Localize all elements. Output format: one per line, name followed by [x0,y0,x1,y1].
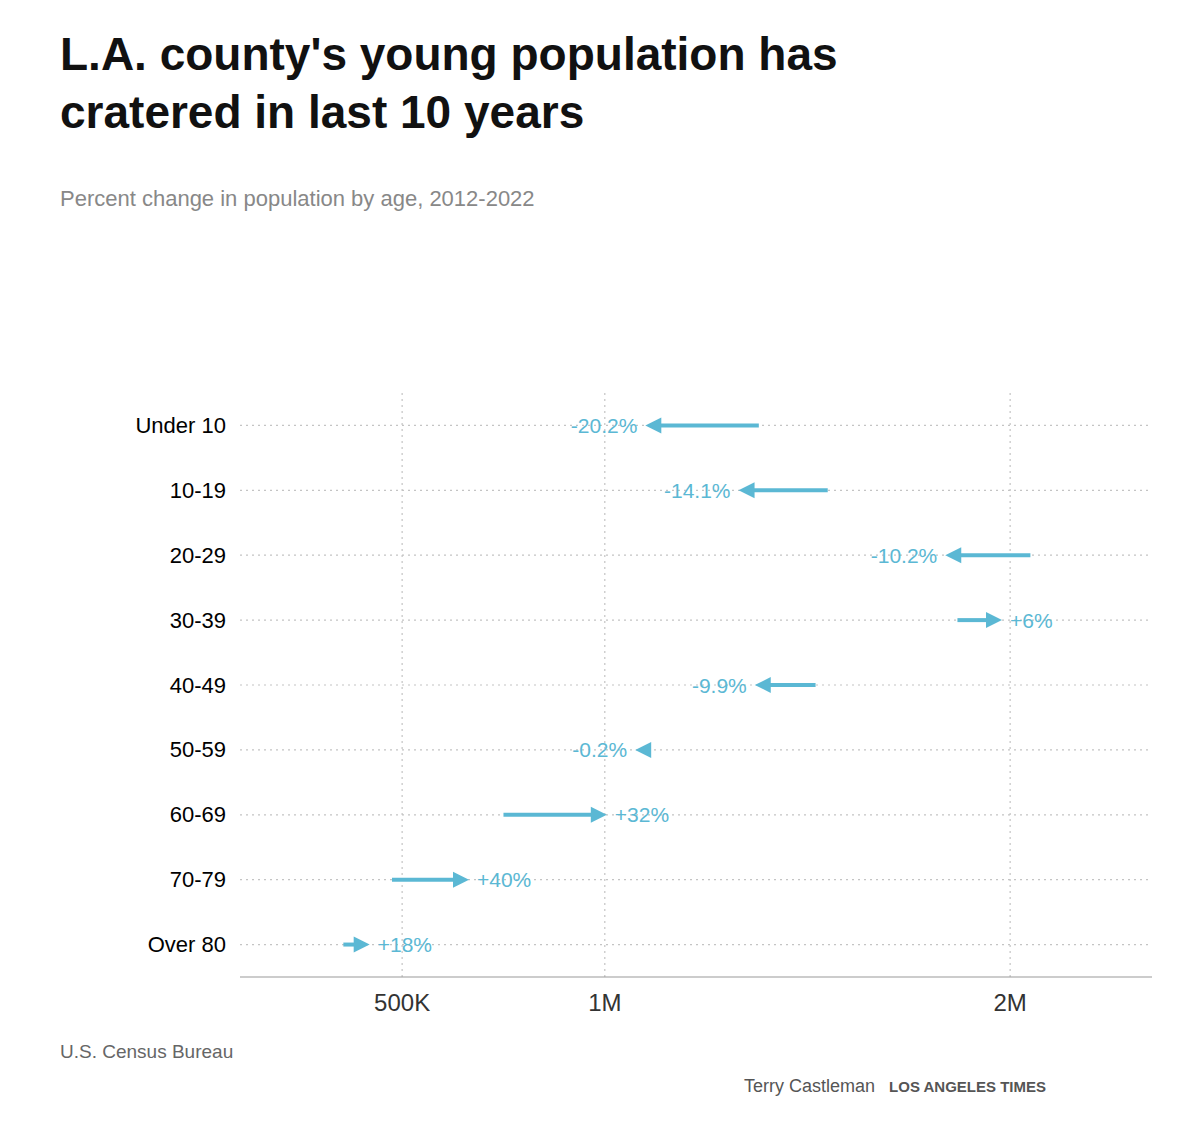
data-label: -0.2% [572,738,627,761]
arrow-shaft [392,878,454,882]
arrow-head [986,612,1002,628]
x-tick-label: 1M [588,989,621,1016]
x-tick-label: 2M [993,989,1026,1016]
chart-container: L.A. county's young population has crater… [0,0,1200,1123]
background [0,0,1200,1123]
grid-line-x [604,393,605,977]
page: {"chart_data": { "type": "arrow", "orien… [0,0,1200,1123]
y-tick-label: 40-49 [170,673,226,698]
credit: Terry Castleman LOS ANGELES TIMES [744,1076,1046,1096]
grid-line-y [240,814,1152,815]
data-label: +18% [378,933,432,956]
arrow-shaft [660,423,758,427]
y-tick-label: 70-79 [170,867,226,892]
grid-line-y [240,749,1152,750]
arrow [635,742,651,758]
arrow-shaft [754,488,828,492]
arrow [343,937,369,953]
data-label: +6% [1010,609,1053,632]
arrow-head [635,742,651,758]
arrow [945,547,1030,563]
arrow [645,417,758,433]
arrow [392,872,469,888]
credit-name: Terry Castleman [744,1076,875,1096]
data-label: +40% [477,868,531,891]
data-label: +32% [615,803,669,826]
grid-line-y [240,879,1152,880]
y-tick-label: Under 10 [135,413,226,438]
source: U.S. Census Bureau [60,1041,233,1062]
arrow-shaft [960,553,1030,557]
x-axis-line [240,977,1152,978]
arrow-shaft [503,813,591,817]
arrow [755,677,816,693]
chart: L.A. county's young population has crater… [0,0,1200,1123]
arrow-shaft [770,683,816,687]
data-labels: -20.2% -14.1% -10.2% +6% -9.9% -0.2% +32% +40% +… [378,414,1053,956]
arrow-head [354,937,370,953]
arrow [503,807,606,823]
title: cratered in last 10 years [60,86,584,138]
data-label: -20.2% [571,414,638,437]
x-tick-label: 500K [374,989,430,1016]
credit-org: LOS ANGELES TIMES [889,1078,1046,1095]
grid-line-y [240,425,1152,426]
arrow-head [645,417,661,433]
data-label: -10.2% [871,544,938,567]
grid [240,393,1152,977]
arrow [957,612,1002,628]
data-label: -14.1% [664,479,731,502]
y-tick-label: 50-59 [170,737,226,762]
arrow-shaft [343,943,354,947]
data-label: -9.9% [692,674,747,697]
arrow-head [591,807,607,823]
y-tick-label: Over 80 [148,932,226,957]
y-tick-label: 60-69 [170,802,226,827]
subtitle: Percent change in population by age, 201… [60,186,535,211]
y-tick-label: 10-19 [170,478,226,503]
y-tick-label: 30-39 [170,608,226,633]
arrow-shaft [957,618,987,622]
arrow-head [755,677,771,693]
arrow-head [945,547,961,563]
axes: 500K 1M 2M Under 10 10-19 20-29 30-39 40-49 50-5… [135,413,1152,1016]
arrow-head [453,872,469,888]
y-tick-label: 20-29 [170,543,226,568]
arrows [343,417,1030,952]
grid-line-y [240,555,1152,556]
arrow [739,482,828,498]
arrow-head [739,482,755,498]
title: L.A. county's young population has [60,28,838,80]
